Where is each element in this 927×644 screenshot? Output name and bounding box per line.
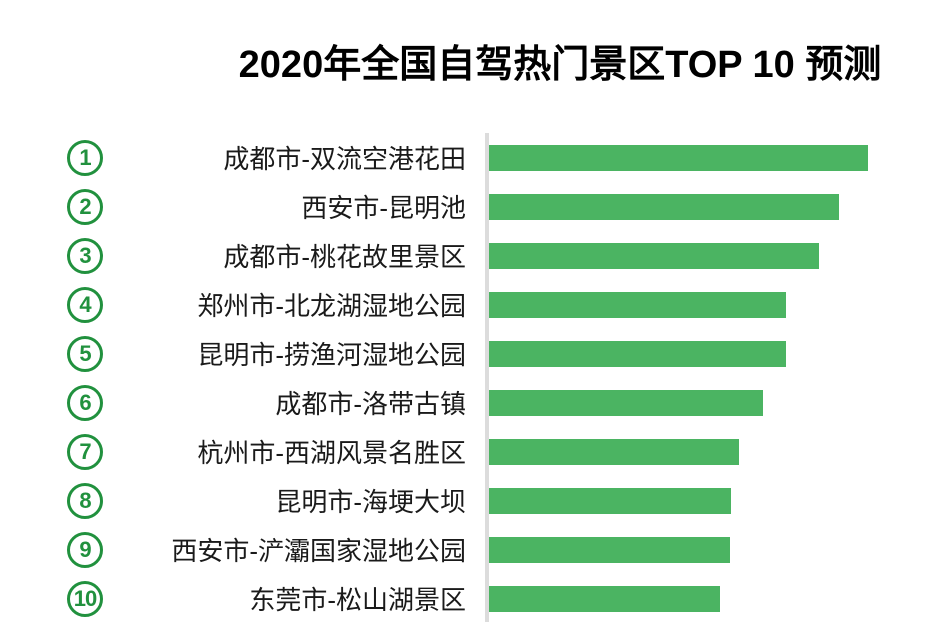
rank-cell: 6 <box>0 384 103 421</box>
rank-cell: 9 <box>0 531 103 568</box>
category-label: 郑州市-北龙湖湿地公园 <box>197 291 466 321</box>
rank-cell: 5 <box>0 335 103 372</box>
category-label: 东莞市-松山湖景区 <box>249 585 466 615</box>
rank-cell: 2 <box>0 188 103 225</box>
category-label: 杭州市-西湖风景名胜区 <box>197 438 466 468</box>
bar-cell <box>466 340 927 367</box>
rank-10-circled-number-icon: 10 <box>67 580 103 617</box>
category-label: 昆明市-海埂大坝 <box>275 487 466 517</box>
chart-row: 8 昆明市-海埂大坝 <box>0 476 927 525</box>
rank-2-circled-number-icon: 2 <box>67 188 103 225</box>
chart-row: 10 东莞市-松山湖景区 <box>0 574 927 623</box>
bar <box>489 438 739 465</box>
bar-cell <box>466 585 927 612</box>
bar-cell <box>466 193 927 220</box>
category-label: 成都市-双流空港花田 <box>223 144 466 174</box>
rank-6-circled-number-icon: 6 <box>67 384 103 421</box>
bar <box>489 242 819 269</box>
bar-cell <box>466 389 927 416</box>
chart-title: 2020年全国自驾热门景区TOP 10 预测 <box>238 44 882 86</box>
rank-cell: 7 <box>0 433 103 470</box>
bar <box>489 389 763 416</box>
category-label: 西安市-昆明池 <box>301 193 466 223</box>
chart-row: 3 成都市-桃花故里景区 <box>0 231 927 280</box>
category-label: 成都市-洛带古镇 <box>275 389 466 419</box>
rank-4-circled-number-icon: 4 <box>67 286 103 323</box>
bar <box>489 340 786 367</box>
rank-7-circled-number-icon: 7 <box>67 433 103 470</box>
bar-cell <box>466 144 927 171</box>
bar <box>489 585 720 612</box>
rank-3-circled-number-icon: 3 <box>67 237 103 274</box>
y-axis-line <box>485 133 489 622</box>
rank-5-circled-number-icon: 5 <box>67 335 103 372</box>
chart-row: 4 郑州市-北龙湖湿地公园 <box>0 280 927 329</box>
chart-row: 2 西安市-昆明池 <box>0 182 927 231</box>
bar-chart: 1 成都市-双流空港花田 2 西安市-昆明池 3 成都市-桃花故里景区 <box>0 133 927 623</box>
bar-cell <box>466 536 927 563</box>
chart-row: 9 西安市-浐灞国家湿地公园 <box>0 525 927 574</box>
category-label: 昆明市-捞渔河湿地公园 <box>197 340 466 370</box>
bar-cell <box>466 291 927 318</box>
rank-cell: 8 <box>0 482 103 519</box>
bar <box>489 144 868 171</box>
rank-cell: 3 <box>0 237 103 274</box>
bar-cell <box>466 487 927 514</box>
bar <box>489 536 730 563</box>
chart-row: 1 成都市-双流空港花田 <box>0 133 927 182</box>
rank-cell: 10 <box>0 580 103 617</box>
bar-cell <box>466 438 927 465</box>
bar <box>489 487 731 514</box>
chart-row: 7 杭州市-西湖风景名胜区 <box>0 427 927 476</box>
bar <box>489 193 839 220</box>
bar-cell <box>466 242 927 269</box>
category-label: 西安市-浐灞国家湿地公园 <box>171 536 466 566</box>
chart-row: 5 昆明市-捞渔河湿地公园 <box>0 329 927 378</box>
rank-9-circled-number-icon: 9 <box>67 531 103 568</box>
rank-8-circled-number-icon: 8 <box>67 482 103 519</box>
rank-cell: 1 <box>0 139 103 176</box>
bar <box>489 291 786 318</box>
rank-1-circled-number-icon: 1 <box>67 139 103 176</box>
rank-cell: 4 <box>0 286 103 323</box>
category-label: 成都市-桃花故里景区 <box>223 242 466 272</box>
chart-row: 6 成都市-洛带古镇 <box>0 378 927 427</box>
